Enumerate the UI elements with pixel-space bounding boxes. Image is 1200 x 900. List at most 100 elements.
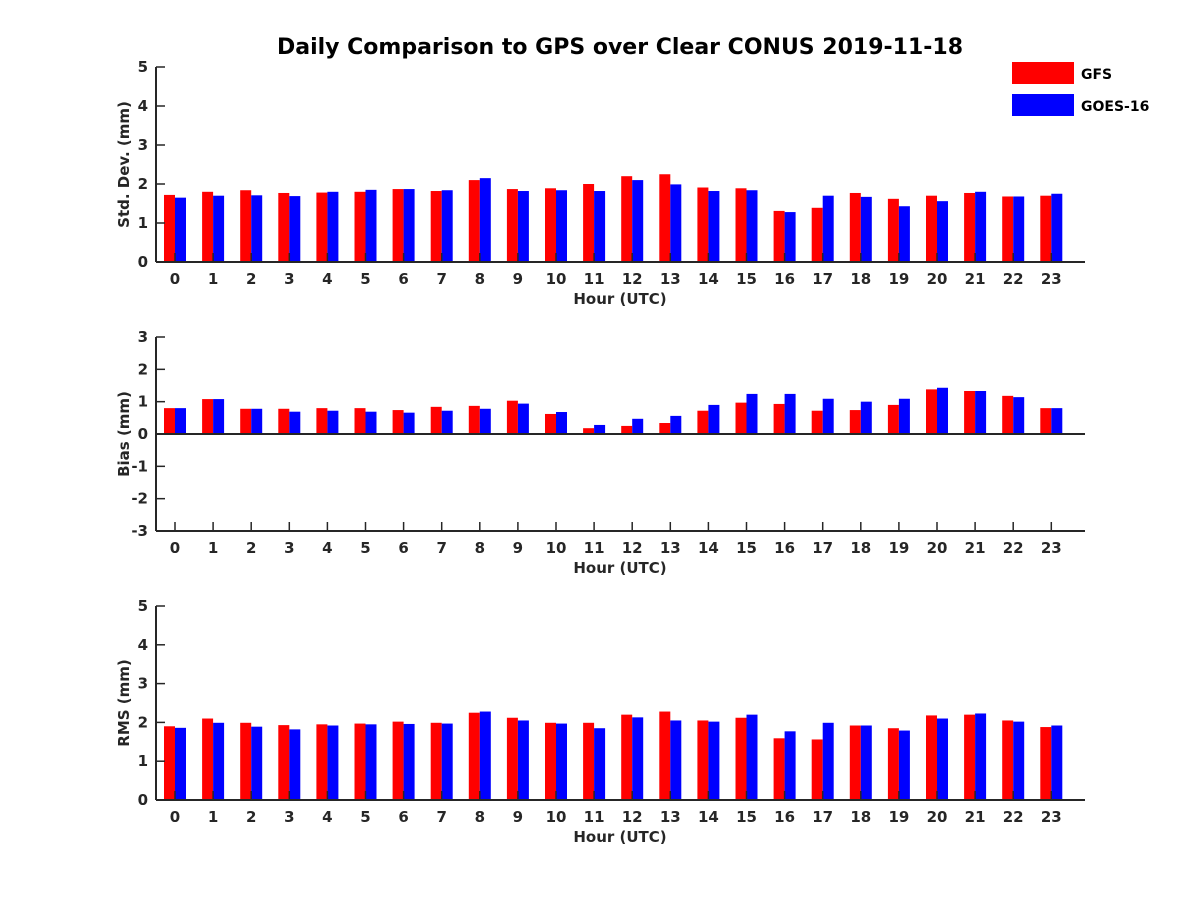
std-dev-x-tick-label: 0 <box>170 270 180 288</box>
std-dev-x-tick-label: 14 <box>698 270 719 288</box>
rms-y-tick-label: 3 <box>138 675 148 693</box>
rms-x-tick-label: 20 <box>927 808 948 826</box>
rms-x-tick-label: 22 <box>1003 808 1024 826</box>
rms-bar-goes16-hour-2 <box>251 726 263 800</box>
std-dev-x-tick-label: 15 <box>736 270 757 288</box>
std-dev-x-axis-label: Hour (UTC) <box>573 290 666 308</box>
bias-bar-goes16-hour-5 <box>365 411 377 434</box>
bias-bar-gfs-hour-21 <box>964 390 976 434</box>
rms-x-axis-label: Hour (UTC) <box>573 828 666 846</box>
std-dev-bar-gfs-hour-1 <box>202 191 214 262</box>
std-dev-bar-gfs-hour-6 <box>392 189 404 262</box>
rms-bar-gfs-hour-16 <box>773 738 785 800</box>
bias-bar-gfs-hour-20 <box>926 389 937 434</box>
bias-bar-goes16-hour-0 <box>175 408 186 434</box>
std-dev-bar-goes16-hour-23 <box>1051 193 1063 262</box>
rms-bar-goes16-hour-5 <box>365 724 377 800</box>
std-dev-x-tick-label: 17 <box>812 270 833 288</box>
rms-x-tick-label: 16 <box>774 808 795 826</box>
bias-x-tick-label: 1 <box>208 539 218 557</box>
bias-bar-goes16-hour-3 <box>289 411 301 434</box>
bias-x-tick-label: 5 <box>360 539 370 557</box>
rms-x-tick-label: 21 <box>965 808 986 826</box>
std-dev-bar-gfs-hour-15 <box>735 188 747 262</box>
bias-bar-gfs-hour-11 <box>583 428 595 434</box>
std-dev-bar-goes16-hour-0 <box>175 197 186 262</box>
bias-y-tick-label: -2 <box>131 490 148 508</box>
bias-bar-gfs-hour-9 <box>506 400 518 434</box>
rms-bar-goes16-hour-10 <box>556 723 567 800</box>
std-dev-bar-goes16-hour-21 <box>975 191 987 262</box>
rms-x-tick-label: 8 <box>475 808 485 826</box>
std-dev-bar-gfs-hour-5 <box>354 191 366 262</box>
bias-bar-goes16-hour-11 <box>594 424 606 434</box>
std-dev-bar-goes16-hour-13 <box>670 184 682 262</box>
std-dev-bar-gfs-hour-14 <box>697 187 709 262</box>
rms-bar-gfs-hour-11 <box>583 722 595 800</box>
rms-x-tick-label: 14 <box>698 808 719 826</box>
rms-bar-gfs-hour-4 <box>316 724 328 800</box>
bias-bar-gfs-hour-22 <box>1002 395 1014 434</box>
bias-x-tick-label: 11 <box>584 539 605 557</box>
std-dev-bar-gfs-hour-18 <box>849 192 861 262</box>
std-dev-bar-gfs-hour-9 <box>506 189 518 262</box>
std-dev-bar-gfs-hour-12 <box>621 176 633 262</box>
rms-x-tick-label: 13 <box>660 808 681 826</box>
bias-x-tick-label: 2 <box>246 539 256 557</box>
rms-bar-gfs-hour-14 <box>697 720 709 800</box>
legend-label-goes16: GOES-16 <box>1081 99 1149 115</box>
bias-bar-goes16-hour-8 <box>479 408 491 434</box>
rms-x-tick-label: 3 <box>284 808 294 826</box>
bias-bar-gfs-hour-5 <box>354 408 366 434</box>
std-dev-y-tick-label: 2 <box>138 175 148 193</box>
std-dev-y-axis-label: Std. Dev. (mm) <box>115 101 133 228</box>
legend-label-gfs: GFS <box>1081 67 1112 83</box>
std-dev-x-tick-label: 10 <box>546 270 567 288</box>
bias-y-axis-label: Bias (mm) <box>115 391 133 477</box>
bias-x-tick-label: 9 <box>513 539 523 557</box>
std-dev-x-tick-label: 7 <box>436 270 446 288</box>
rms-bar-goes16-hour-6 <box>403 723 415 800</box>
rms-bar-goes16-hour-17 <box>822 722 834 800</box>
rms-bar-goes16-hour-19 <box>898 730 910 800</box>
std-dev-bar-gfs-hour-22 <box>1002 196 1014 262</box>
bias-bar-goes16-hour-2 <box>251 408 263 434</box>
bias-x-tick-label: 7 <box>436 539 446 557</box>
rms-bar-gfs-hour-19 <box>887 728 899 800</box>
std-dev-bar-goes16-hour-18 <box>860 196 872 262</box>
std-dev-bar-goes16-hour-12 <box>632 180 644 262</box>
rms-bar-goes16-hour-22 <box>1013 721 1025 800</box>
std-dev-bar-goes16-hour-17 <box>822 195 834 262</box>
rms-x-tick-label: 23 <box>1041 808 1062 826</box>
bias-bar-gfs-hour-12 <box>621 425 633 434</box>
std-dev-bar-gfs-hour-17 <box>811 207 823 262</box>
std-dev-bar-goes16-hour-20 <box>937 201 948 262</box>
bias-y-tick-label: -1 <box>131 457 148 475</box>
bias-bar-gfs-hour-14 <box>697 410 709 434</box>
std-dev-y-tick-label: 3 <box>138 136 148 154</box>
rms-x-tick-label: 1 <box>208 808 218 826</box>
rms-bar-goes16-hour-15 <box>746 714 758 800</box>
rms-bar-gfs-hour-21 <box>964 714 976 800</box>
bias-x-tick-label: 10 <box>546 539 567 557</box>
bias-bar-goes16-hour-4 <box>327 410 339 434</box>
bias-bar-gfs-hour-1 <box>202 399 214 434</box>
std-dev-x-tick-label: 23 <box>1041 270 1062 288</box>
bias-x-tick-label: 13 <box>660 539 681 557</box>
rms-x-tick-label: 9 <box>513 808 523 826</box>
bias-bar-goes16-hour-15 <box>746 393 758 434</box>
rms-y-tick-label: 1 <box>138 752 148 770</box>
rms-x-tick-label: 4 <box>322 808 332 826</box>
std-dev-x-tick-label: 3 <box>284 270 294 288</box>
std-dev-bar-goes16-hour-3 <box>289 196 301 262</box>
bias-bar-goes16-hour-9 <box>517 403 529 434</box>
bias-x-tick-label: 4 <box>322 539 332 557</box>
std-dev-x-tick-label: 11 <box>584 270 605 288</box>
rms-x-tick-label: 15 <box>736 808 757 826</box>
bias-x-tick-label: 23 <box>1041 539 1062 557</box>
rms-y-tick-label: 2 <box>138 713 148 731</box>
rms-bar-goes16-hour-0 <box>175 727 186 800</box>
std-dev-x-tick-label: 18 <box>850 270 871 288</box>
